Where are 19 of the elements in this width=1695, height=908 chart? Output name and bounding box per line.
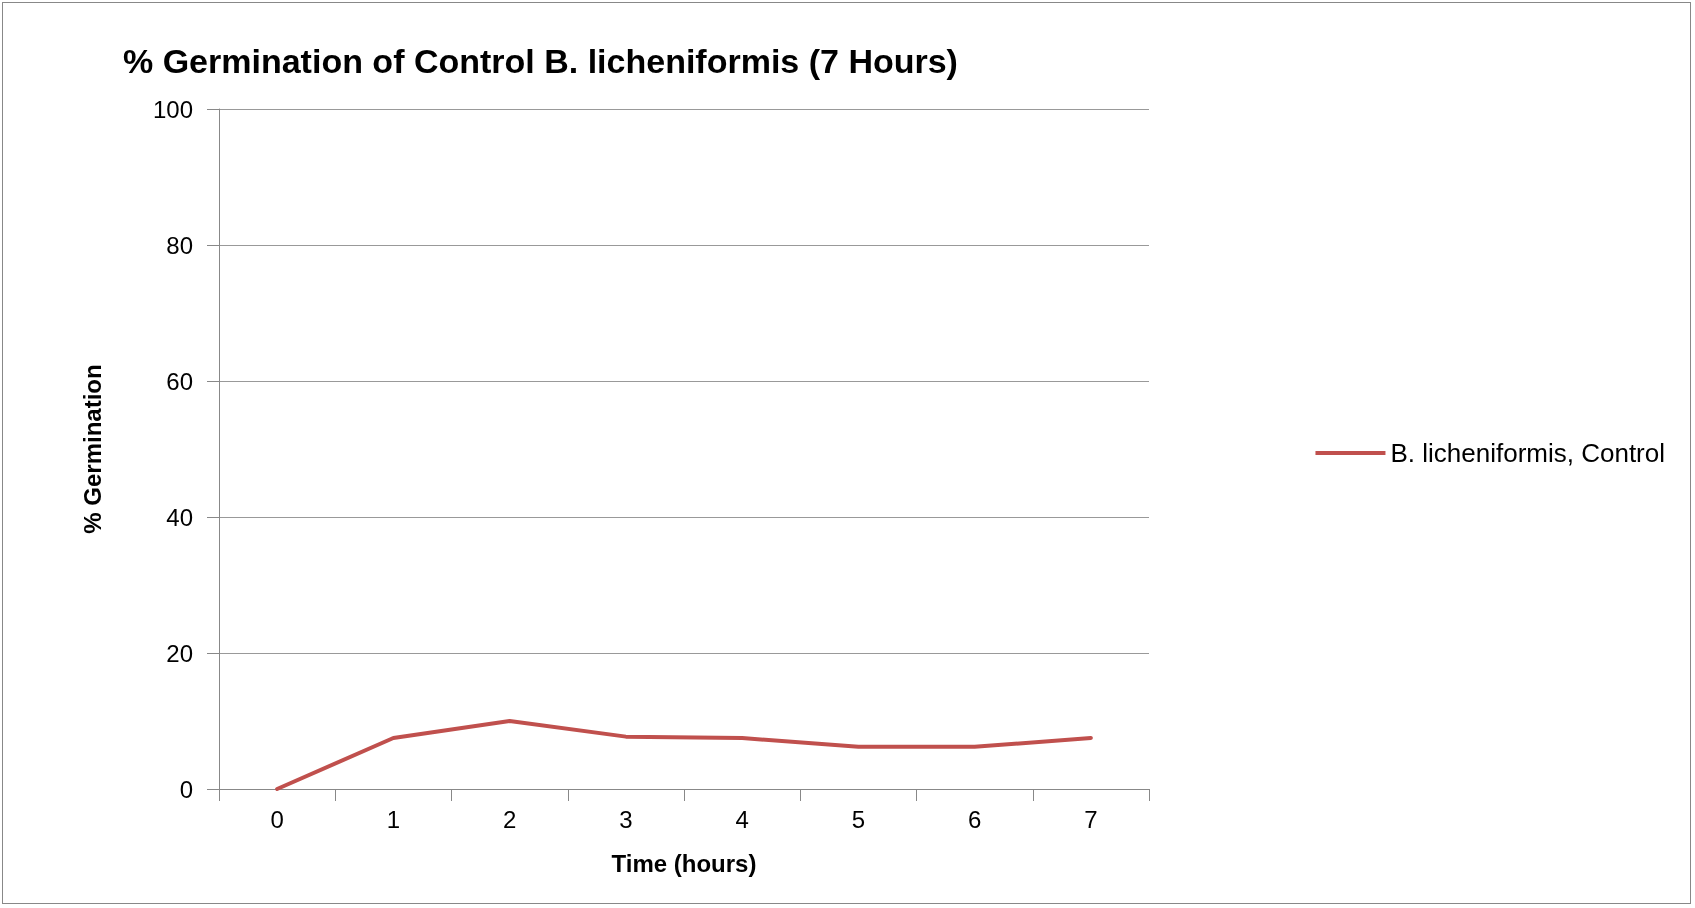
y-tick-label: 0 (179, 775, 193, 803)
x-tick-label: 3 (619, 805, 633, 833)
x-tick-label: 1 (386, 805, 401, 833)
y-axis-title: % Germination (78, 364, 106, 534)
y-tick-label: 60 (166, 367, 193, 395)
y-tick-label: 20 (166, 639, 193, 667)
x-tick-label: 7 (1084, 805, 1098, 833)
x-tick-label: 2 (502, 805, 517, 833)
x-tick-label: 6 (967, 805, 982, 833)
y-tick-label: 80 (166, 231, 193, 259)
x-tick-label: 5 (851, 805, 866, 833)
x-tick-label: 0 (270, 805, 284, 833)
chart-title: % Germination of Control B. licheniformis (7 Hours) (123, 42, 958, 80)
x-axis-title: Time (hours) (611, 849, 757, 877)
y-tick-label: 100 (152, 95, 193, 123)
legend-label: B. licheniformis, Control (1390, 438, 1666, 468)
y-tick-label: 40 (166, 503, 193, 531)
line-series (275, 719, 1093, 791)
x-tick-label: 4 (735, 805, 749, 833)
